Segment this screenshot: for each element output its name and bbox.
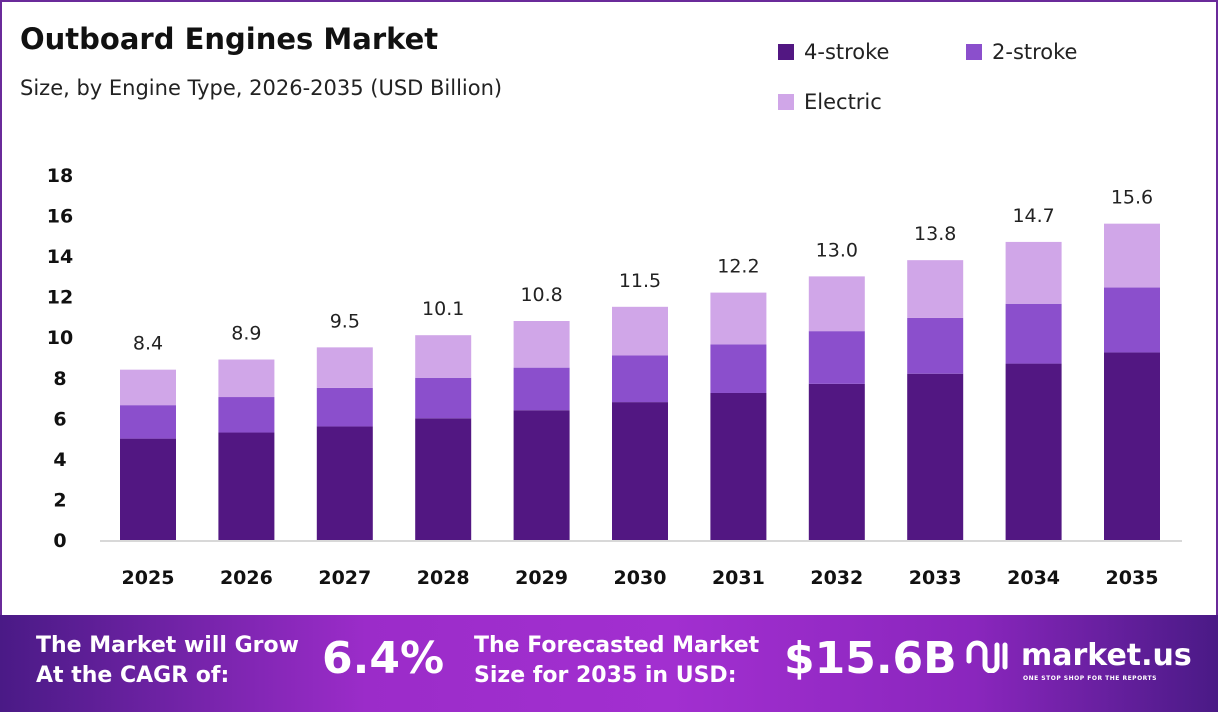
bar-segment-electric — [415, 335, 472, 378]
cagr-label-line: The Market will Grow — [36, 633, 299, 658]
legend-item-2-stroke: 2-stroke — [966, 40, 1077, 64]
x-tick-label: 2030 — [614, 567, 667, 589]
bar-segment-2-stroke — [612, 355, 668, 403]
legend-label: 4-stroke — [804, 40, 890, 64]
bar-segment-electric — [1104, 223, 1160, 288]
bar-segment-2-stroke — [218, 397, 275, 433]
x-tick-label: 2025 — [122, 567, 175, 589]
total-label: 14.7 — [1012, 205, 1054, 227]
total-label: 9.5 — [330, 310, 360, 332]
y-tick-label: 12 — [47, 287, 73, 309]
bar-segment-4-stroke — [316, 426, 373, 540]
bar-segment-2-stroke — [1104, 287, 1160, 353]
legend-label: Electric — [804, 90, 882, 114]
forecast-label-line: Size for 2035 in USD: — [474, 663, 737, 688]
x-tick-label: 2035 — [1106, 567, 1159, 589]
y-tick-label: 18 — [47, 165, 73, 187]
bar-segment-electric — [808, 276, 865, 332]
y-tick-label: 16 — [47, 206, 73, 228]
y-tick-label: 2 — [53, 489, 66, 511]
chart-subtitle: Size, by Engine Type, 2026-2035 (USD Bil… — [20, 76, 503, 100]
total-label: 8.4 — [133, 333, 163, 355]
x-tick-label: 2033 — [909, 567, 962, 589]
forecast-value: $15.6B — [784, 633, 957, 684]
bar-segment-4-stroke — [907, 373, 964, 540]
x-tick-label: 2029 — [515, 567, 568, 589]
total-label: 10.8 — [520, 284, 562, 306]
bar-segment-electric — [612, 306, 668, 356]
legend-label: 2-stroke — [992, 40, 1078, 64]
bar-segment-electric — [513, 321, 570, 368]
x-tick-label: 2032 — [810, 567, 863, 589]
legend-swatch — [778, 94, 794, 110]
bar-segment-electric — [710, 292, 767, 345]
total-label: 12.2 — [717, 256, 759, 278]
bar-segment-electric — [1005, 241, 1062, 304]
bar-segment-4-stroke — [808, 383, 865, 540]
bar-segment-4-stroke — [415, 418, 472, 540]
bar-segment-2-stroke — [415, 377, 472, 419]
bar-segment-4-stroke — [1005, 363, 1062, 540]
legend-swatch — [966, 44, 982, 60]
total-label: 11.5 — [619, 270, 661, 292]
bar-segment-2-stroke — [907, 317, 964, 374]
bar-segment-2-stroke — [808, 331, 865, 384]
cagr-label-line: At the CAGR of: — [36, 663, 230, 688]
y-tick-label: 10 — [47, 327, 73, 349]
market-us-logo: market.us ONE STOP SHOP FOR THE REPORTS — [965, 637, 1192, 682]
x-tick-label: 2034 — [1007, 567, 1060, 589]
bar-segment-4-stroke — [513, 410, 570, 540]
bar-segment-electric — [120, 369, 176, 406]
chart-frame — [0, 0, 1218, 620]
cagr-label: The Market will Grow At the CAGR of: — [36, 631, 299, 691]
total-label: 13.8 — [914, 223, 956, 245]
total-label: 8.9 — [231, 323, 261, 345]
bar-segment-4-stroke — [1104, 352, 1160, 540]
total-label: 10.1 — [422, 298, 464, 320]
x-tick-label: 2031 — [712, 567, 765, 589]
x-tick-label: 2028 — [417, 567, 470, 589]
bar-segment-4-stroke — [612, 402, 668, 540]
bar-segment-2-stroke — [513, 367, 570, 411]
bar-segment-electric — [218, 359, 275, 398]
forecast-label-line: The Forecasted Market — [474, 633, 760, 658]
forecast-label: The Forecasted Market Size for 2035 in US… — [474, 631, 759, 691]
bar-segment-2-stroke — [710, 344, 767, 393]
bar-segment-4-stroke — [218, 432, 275, 540]
bar-segment-electric — [316, 347, 373, 388]
bar-segment-2-stroke — [316, 387, 373, 427]
y-tick-label: 14 — [47, 246, 73, 268]
summary-banner: The Market will Grow At the CAGR of: 6.4%… — [0, 615, 1218, 712]
bar-segment-2-stroke — [120, 405, 176, 439]
total-label: 15.6 — [1111, 187, 1153, 209]
bar-segment-4-stroke — [710, 392, 767, 540]
y-tick-label: 6 — [53, 408, 66, 430]
legend-swatch — [778, 44, 794, 60]
total-label: 13.0 — [816, 239, 858, 261]
bar-segment-electric — [907, 260, 964, 318]
x-tick-label: 2027 — [318, 567, 371, 589]
legend-item-4-stroke: 4-stroke — [778, 40, 889, 64]
chart-title: Outboard Engines Market — [20, 22, 439, 56]
bar-segment-4-stroke — [120, 438, 176, 540]
legend-item-electric: Electric — [778, 90, 882, 114]
logo-text: market.us — [1021, 637, 1192, 673]
y-tick-label: 8 — [53, 368, 66, 390]
plot-area: 0 2 4 6 8 10 12 14 16 18 8.4 2025 8.9 2026 9.5 2027 10.1… — [47, 165, 1182, 589]
y-tick-label: 4 — [53, 449, 66, 471]
bar-segment-2-stroke — [1005, 303, 1062, 364]
logo-tagline: ONE STOP SHOP FOR THE REPORTS — [1023, 675, 1157, 682]
logo-icon — [966, 640, 1008, 673]
y-tick-label: 0 — [53, 530, 66, 552]
x-tick-label: 2026 — [220, 567, 273, 589]
cagr-value: 6.4% — [322, 633, 445, 684]
